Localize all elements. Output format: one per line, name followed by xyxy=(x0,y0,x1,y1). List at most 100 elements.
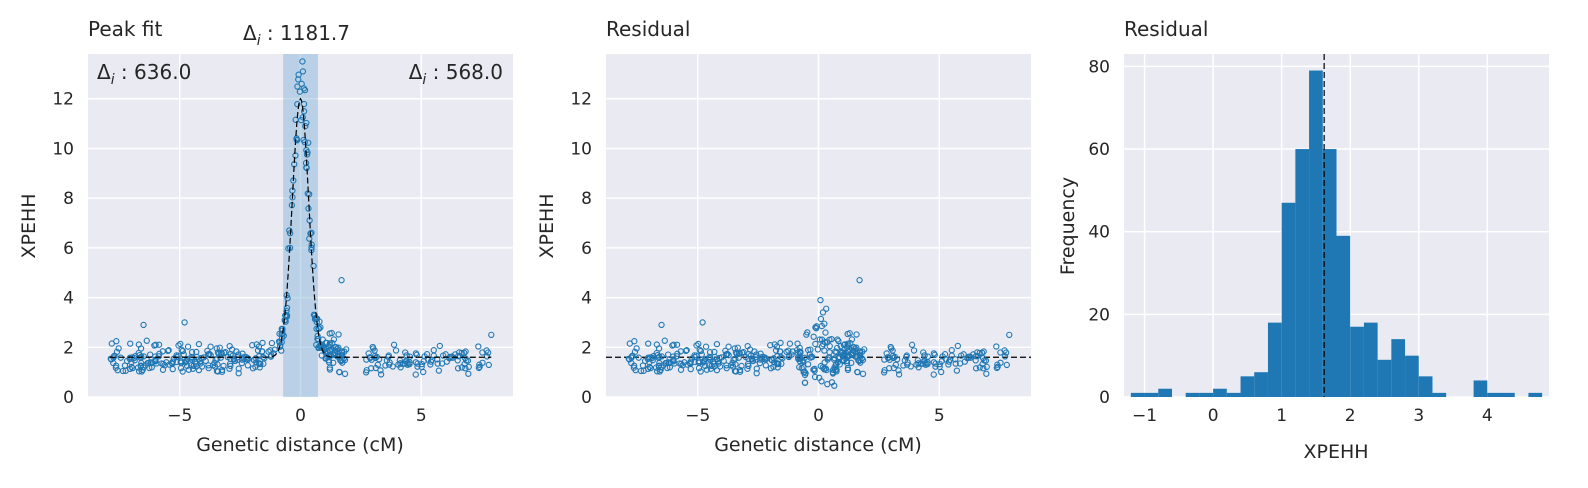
data-point xyxy=(713,340,721,348)
y-tick-label: 4 xyxy=(63,289,74,309)
data-point xyxy=(165,347,172,354)
data-point xyxy=(193,363,200,370)
data-point xyxy=(641,357,649,365)
data-point xyxy=(462,365,469,372)
data-point xyxy=(653,368,661,375)
data-point xyxy=(833,348,840,356)
data-point xyxy=(115,345,122,352)
data-point xyxy=(762,362,769,369)
data-point xyxy=(752,356,759,363)
data-point xyxy=(235,365,242,372)
data-point xyxy=(300,100,308,108)
data-point xyxy=(716,354,723,362)
data-point xyxy=(738,362,745,370)
data-point xyxy=(960,351,967,358)
data-point xyxy=(700,359,707,366)
data-point xyxy=(993,343,1000,350)
data-point xyxy=(670,341,677,348)
data-point xyxy=(204,347,211,354)
data-point xyxy=(1001,347,1008,354)
data-point xyxy=(673,341,681,348)
data-point xyxy=(908,341,916,348)
data-point xyxy=(801,379,809,386)
data-point xyxy=(461,360,468,368)
x-axis-label: XPEHH xyxy=(1303,441,1368,463)
x-tick-label: 0 xyxy=(1208,406,1219,426)
data-point xyxy=(156,350,163,357)
data-point xyxy=(292,116,299,123)
data-point xyxy=(227,355,234,362)
data-point xyxy=(207,343,214,350)
data-point xyxy=(821,359,828,366)
data-point xyxy=(462,348,469,355)
data-point xyxy=(646,363,653,371)
data-point xyxy=(818,378,825,385)
data-point xyxy=(173,358,180,366)
data-point xyxy=(744,365,751,372)
data-point xyxy=(812,324,819,331)
data-point xyxy=(813,325,820,332)
x-tick-label: 2 xyxy=(1345,406,1356,426)
data-point xyxy=(631,338,638,345)
data-point xyxy=(695,364,703,372)
data-point xyxy=(389,363,396,370)
data-point xyxy=(465,363,472,371)
data-point xyxy=(954,342,962,350)
y-tick-label: 10 xyxy=(52,139,74,159)
data-point xyxy=(762,355,769,362)
data-point xyxy=(336,368,343,376)
data-point xyxy=(848,336,856,343)
data-point xyxy=(454,353,462,360)
data-point xyxy=(286,227,293,234)
data-point xyxy=(645,340,652,347)
data-point xyxy=(152,341,159,348)
data-point xyxy=(818,322,826,330)
data-point xyxy=(300,108,308,115)
panel-title: Residual xyxy=(606,17,690,41)
data-point xyxy=(859,348,866,355)
data-point xyxy=(127,340,134,347)
data-point xyxy=(179,347,186,355)
y-tick-label: 6 xyxy=(581,239,592,259)
data-point xyxy=(175,342,182,349)
data-point xyxy=(128,363,135,371)
data-point xyxy=(428,356,436,364)
data-point xyxy=(752,354,759,361)
data-point xyxy=(653,341,660,348)
data-point xyxy=(777,339,784,347)
data-point xyxy=(771,341,778,348)
data-point xyxy=(256,353,263,360)
data-point xyxy=(697,347,704,355)
data-point xyxy=(418,363,425,370)
data-point xyxy=(635,354,642,361)
data-point xyxy=(230,355,237,362)
data-point xyxy=(844,347,851,354)
data-points xyxy=(107,58,495,378)
data-point xyxy=(256,364,263,371)
data-point xyxy=(979,360,986,368)
data-point xyxy=(887,343,894,351)
y-tick-label: 0 xyxy=(1099,388,1110,408)
data-point xyxy=(299,114,306,121)
data-point xyxy=(956,360,964,367)
panel-title: Residual xyxy=(1124,17,1208,41)
data-point xyxy=(857,359,864,366)
data-point xyxy=(313,325,320,332)
y-axis-label: XPEHH xyxy=(18,193,40,258)
histogram-bar xyxy=(1391,339,1406,397)
y-tick-label: 60 xyxy=(1088,140,1110,160)
data-point xyxy=(268,339,276,347)
data-point xyxy=(824,381,831,388)
data-point xyxy=(205,351,212,358)
data-point xyxy=(695,340,702,348)
data-point xyxy=(372,364,379,372)
data-point xyxy=(930,350,938,357)
data-point xyxy=(666,356,673,363)
data-point xyxy=(767,342,774,349)
data-point xyxy=(778,354,785,361)
data-point xyxy=(314,335,321,343)
data-point xyxy=(244,355,251,362)
data-point xyxy=(740,348,747,356)
histogram-bar xyxy=(1350,326,1364,397)
data-point xyxy=(691,358,698,366)
